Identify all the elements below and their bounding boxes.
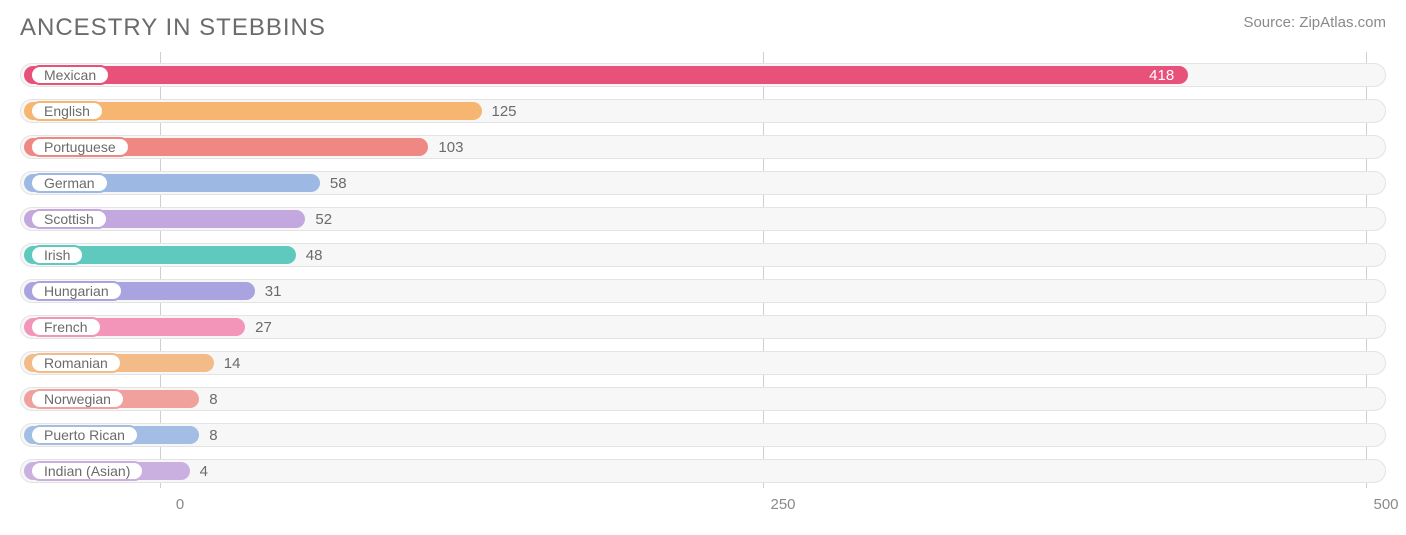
source-label: Source: ZipAtlas.com: [1243, 14, 1386, 31]
bar-value: 103: [428, 132, 463, 162]
bar-value: 48: [296, 240, 323, 270]
axis-tick: 500: [1373, 496, 1398, 513]
bar-value: 31: [255, 276, 282, 306]
bar-value: 52: [305, 204, 332, 234]
category-pill: German: [30, 173, 109, 193]
bar-value: 14: [214, 348, 241, 378]
bar-row: Mexican418: [20, 60, 1386, 90]
bar-track: [20, 459, 1386, 483]
bar-row: Hungarian 31: [20, 276, 1386, 306]
category-pill: Portuguese: [30, 137, 130, 157]
bar-value: 27: [245, 312, 272, 342]
category-pill: Hungarian: [30, 281, 123, 301]
bar-row: Norwegian 8: [20, 384, 1386, 414]
bar-row: Portuguese 103: [20, 132, 1386, 162]
bar-track: [20, 423, 1386, 447]
category-pill: Puerto Rican: [30, 425, 139, 445]
category-pill: Romanian: [30, 353, 122, 373]
category-pill: Norwegian: [30, 389, 125, 409]
chart-title: ANCESTRY IN STEBBINS: [20, 14, 326, 42]
axis-tick: 250: [770, 496, 795, 513]
bar-value: 8: [199, 420, 217, 450]
chart-area: Mexican418 English 125 Portuguese 103 German 5…: [0, 52, 1406, 516]
bar-row: Puerto Rican 8: [20, 420, 1386, 450]
category-pill: French: [30, 317, 102, 337]
chart-rows: Mexican418 English 125 Portuguese 103 German 5…: [20, 60, 1386, 486]
bar-row: German 58: [20, 168, 1386, 198]
category-pill: Scottish: [30, 209, 108, 229]
category-pill: Irish: [30, 245, 84, 265]
bar-row: English 125: [20, 96, 1386, 126]
x-axis: 0250500: [20, 492, 1386, 516]
bar-row: Romanian 14: [20, 348, 1386, 378]
bar-track: [20, 387, 1386, 411]
bar-value: 4: [190, 456, 208, 486]
bar-row: French 27: [20, 312, 1386, 342]
bar-row: Irish 48: [20, 240, 1386, 270]
bar-row: Indian (Asian) 4: [20, 456, 1386, 486]
bar-value: 125: [482, 96, 517, 126]
category-pill: Indian (Asian): [30, 461, 144, 481]
header: ANCESTRY IN STEBBINS Source: ZipAtlas.co…: [0, 0, 1406, 52]
category-pill: English: [30, 101, 104, 121]
bar-value: 418: [24, 60, 1188, 90]
bar-row: Scottish 52: [20, 204, 1386, 234]
bar-value: 8: [199, 384, 217, 414]
axis-tick: 0: [176, 496, 184, 513]
bar-value: 58: [320, 168, 347, 198]
